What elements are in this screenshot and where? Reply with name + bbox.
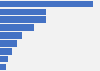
Bar [0,32,22,39]
Bar [0,16,46,23]
Bar [0,40,17,47]
Bar [0,64,6,70]
Bar [0,1,93,7]
Bar [0,56,8,62]
Bar [0,48,12,55]
Bar [0,9,46,15]
Bar [0,24,34,31]
